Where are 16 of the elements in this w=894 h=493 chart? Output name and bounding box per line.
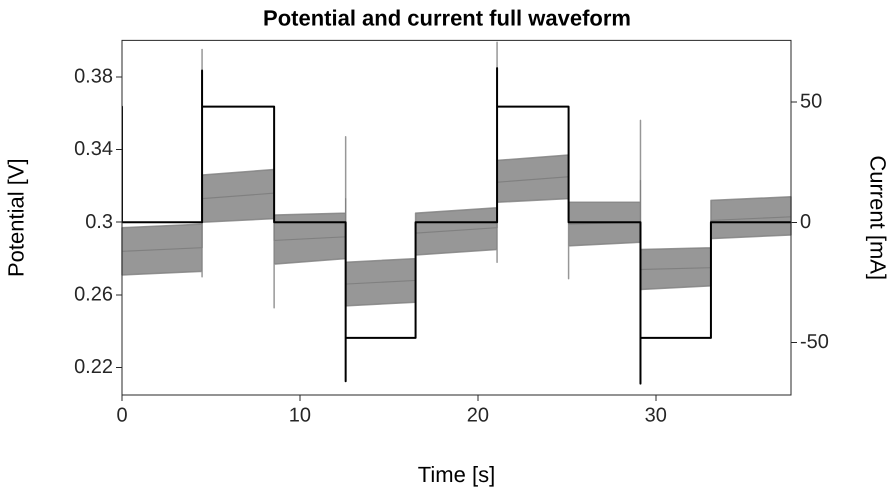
- x-tick-label: 10: [288, 404, 312, 427]
- y-tick-label: 0.26: [74, 284, 113, 306]
- x-tick-label: 30: [644, 404, 667, 427]
- x-axis-title: Time [s]: [418, 462, 496, 487]
- chart-title: Potential and current full waveform: [263, 5, 631, 30]
- x-tick-label: 20: [466, 404, 489, 427]
- y-tick-label: 0.22: [74, 356, 113, 378]
- x-tick-label: 0: [116, 404, 128, 427]
- y-axis-title: Potential [V]: [3, 158, 28, 278]
- y-tick-label: 0.3: [85, 210, 113, 233]
- y-tick-label: 0.38: [74, 65, 113, 88]
- y2-tick-label: -50: [800, 331, 829, 354]
- y2-axis-title: Current [mA]: [866, 155, 891, 280]
- y-tick-label: 0.34: [74, 138, 113, 160]
- y2-tick-label: 50: [800, 90, 822, 112]
- y2-tick-label: 0: [800, 210, 812, 233]
